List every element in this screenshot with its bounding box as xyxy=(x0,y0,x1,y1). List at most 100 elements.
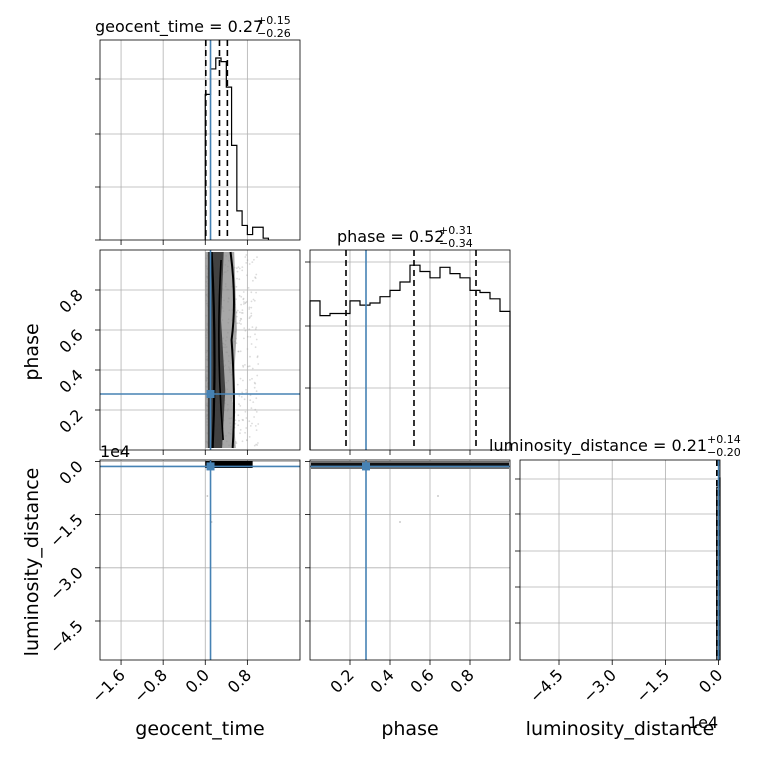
scatter-point xyxy=(254,333,256,336)
scatter-point xyxy=(248,306,251,309)
scatter-point xyxy=(236,383,239,386)
title-geocent-time-plus: +0.15 xyxy=(257,14,291,27)
scatter-point xyxy=(249,399,252,402)
scatter-point xyxy=(254,328,257,330)
scatter-point xyxy=(239,405,242,407)
scatter-point xyxy=(246,348,249,350)
scatter-point xyxy=(239,377,242,380)
scatter-point xyxy=(254,346,257,349)
xlabel-geocent-time: geocent_time xyxy=(135,718,264,740)
scatter-point xyxy=(244,329,247,332)
scatter-point xyxy=(256,374,259,377)
density-contour-0 xyxy=(210,251,216,449)
xlabel-phase: phase xyxy=(381,718,438,740)
scatter-point xyxy=(245,254,248,256)
scatter-point xyxy=(237,424,240,427)
scatter-point xyxy=(249,379,251,381)
tick-label-geocent-time: 0.8 xyxy=(224,665,255,696)
scatter-phase-geocent-density xyxy=(205,251,260,449)
scatter-point xyxy=(245,389,248,391)
scatter-point xyxy=(253,386,256,389)
scatter-point xyxy=(256,444,259,446)
scatter-point xyxy=(239,429,242,431)
tick-label-geocent-time: 0.0 xyxy=(182,665,213,696)
scatter-point xyxy=(246,274,248,277)
scatter-point xyxy=(239,432,241,435)
scatter-point xyxy=(236,277,238,280)
tick-label-phase-x: 0.6 xyxy=(406,665,437,696)
scatter-point xyxy=(251,261,254,263)
scatter-point xyxy=(255,273,258,276)
scatter-point xyxy=(237,350,240,353)
scatter-point xyxy=(238,278,241,281)
scatter-point xyxy=(240,323,242,325)
scatter-point xyxy=(256,355,259,357)
scatter-point xyxy=(252,298,255,301)
scatter-point xyxy=(236,309,239,312)
tick-label-luminosity-distance-x: 0.0 xyxy=(695,665,726,696)
tick-label-geocent-time: −0.8 xyxy=(130,665,171,706)
tick-label-luminosity-distance-x: −3.0 xyxy=(579,665,620,706)
scatter-point xyxy=(244,431,247,434)
scatter-dist-geocent-band xyxy=(205,461,253,468)
tick-label-phase-y: 0.6 xyxy=(55,325,86,356)
scatter-point xyxy=(250,300,253,303)
scatter-point xyxy=(250,314,253,317)
scatter-point xyxy=(243,398,246,401)
scatter-point xyxy=(245,391,248,394)
scatter-point xyxy=(255,411,258,413)
scatter-point xyxy=(241,309,244,311)
tick-label-phase-y: 0.2 xyxy=(55,405,86,436)
panel-frame-s10 xyxy=(99,249,301,451)
scatter-point xyxy=(248,308,251,310)
scatter-point xyxy=(245,417,248,419)
scatter-point xyxy=(240,303,243,306)
scatter-point xyxy=(234,419,237,422)
scatter-point xyxy=(235,442,238,445)
scatter-point xyxy=(239,317,242,320)
tick-label-phase-x: 0.2 xyxy=(326,665,357,696)
tick-label-luminosity-distance-y: −1.5 xyxy=(46,510,87,551)
scatter-point xyxy=(238,395,241,397)
scatter-point xyxy=(250,306,253,309)
tick-label-luminosity-distance-y: −4.5 xyxy=(46,616,87,657)
scatter-point xyxy=(252,401,255,403)
title-geocent-time: geocent_time = 0.27 xyxy=(95,17,263,37)
scatter-point xyxy=(240,318,243,320)
panel-frame-s20 xyxy=(99,459,301,661)
scatter-point xyxy=(245,427,248,429)
scatter-point xyxy=(234,422,237,425)
scatter-point xyxy=(240,312,243,314)
scatter-point xyxy=(237,414,240,417)
scatter-point xyxy=(240,295,243,298)
truth-marker xyxy=(206,462,215,471)
scatter-point xyxy=(255,429,258,431)
scatter-point xyxy=(239,311,241,314)
scatter-point xyxy=(256,256,258,258)
tick-label-luminosity-distance-x: −1.5 xyxy=(632,665,673,706)
ylabel-luminosity-distance: luminosity_distance xyxy=(21,468,43,657)
truth-marker xyxy=(362,462,370,471)
scatter-point xyxy=(242,379,244,382)
scatter-point xyxy=(255,326,258,329)
tick-label-phase-y: 0.4 xyxy=(55,365,86,396)
scatter-point xyxy=(246,335,249,338)
scatter-point xyxy=(243,327,246,329)
scatter-point xyxy=(253,258,255,261)
title-phase-plus: +0.31 xyxy=(439,224,473,237)
scatter-point xyxy=(250,312,253,315)
scatter-point xyxy=(255,291,257,294)
hist-geocent-time-steps xyxy=(204,57,270,240)
scatter-point xyxy=(254,382,257,385)
ylabel-phase: phase xyxy=(21,323,43,380)
scatter-point xyxy=(254,276,256,279)
tick-label-phase-x: 0.4 xyxy=(366,665,397,696)
scatter-point xyxy=(247,365,250,368)
scatter-point xyxy=(236,270,239,273)
scatter-point xyxy=(248,263,251,265)
title-geocent-time-minus: −0.26 xyxy=(257,27,291,40)
scatter-point xyxy=(253,381,256,384)
scatter-point xyxy=(251,377,253,380)
scatter-point xyxy=(247,287,250,289)
